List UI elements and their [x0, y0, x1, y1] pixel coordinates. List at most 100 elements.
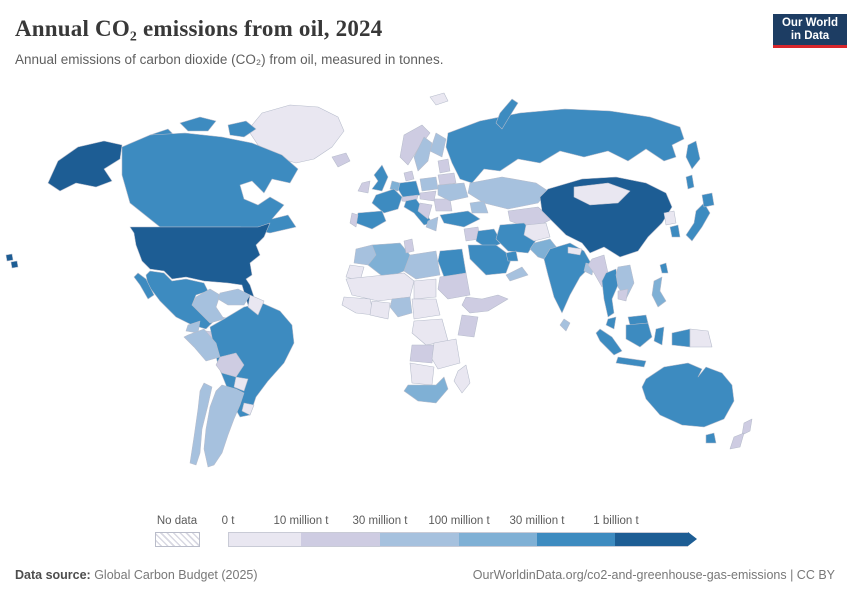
map-region-novaya-zemlya[interactable] [495, 98, 519, 130]
legend-arrow-icon[interactable] [688, 532, 697, 546]
map-region-sakhalin[interactable] [685, 174, 695, 190]
legend-no-data-swatch[interactable] [155, 532, 200, 547]
map-region-saudi-arabia[interactable] [467, 244, 513, 276]
map-region-namibia-botswana[interactable] [409, 362, 435, 386]
map-region-poland[interactable] [419, 176, 439, 192]
map-region-finland[interactable] [429, 132, 447, 158]
map-region-ghana-ivory[interactable] [369, 300, 391, 320]
map-region-gulf-states[interactable] [505, 250, 519, 262]
map-region-south-korea[interactable] [669, 224, 681, 238]
map-region-spain[interactable] [355, 210, 387, 230]
map-region-france[interactable] [371, 188, 403, 214]
map-region-hawaii[interactable] [5, 253, 14, 262]
owid-logo[interactable]: Our World in Data [773, 14, 847, 48]
map-region-tasmania[interactable] [705, 432, 717, 444]
legend-bucket-4[interactable] [537, 532, 615, 547]
map-region-chad[interactable] [413, 278, 437, 300]
map-countries [5, 92, 753, 468]
map-region-baja[interactable] [133, 272, 155, 300]
map-region-west-africa[interactable] [341, 296, 375, 316]
map-region-caucasus[interactable] [469, 200, 489, 214]
map-region-yemen-oman[interactable] [505, 266, 529, 282]
map-region-india[interactable] [543, 242, 593, 314]
map-region-zambia-mozambique[interactable] [431, 338, 461, 370]
map-region-greece[interactable] [425, 216, 439, 232]
map-region-ethiopia-horn[interactable] [461, 294, 509, 314]
map-region-philippines[interactable] [651, 276, 667, 308]
map-region-nz-south[interactable] [729, 432, 745, 450]
map-region-japan-hokkaido[interactable] [701, 192, 715, 208]
map-region-egypt[interactable] [437, 248, 467, 278]
legend-bucket-2[interactable] [380, 532, 459, 547]
map-region-mongolia[interactable] [573, 182, 631, 206]
legend-bucket-5[interactable] [615, 532, 688, 547]
map-region-hawaii-b[interactable] [10, 260, 19, 269]
map-region-papua-new-guinea[interactable] [689, 328, 713, 348]
legend-bucket-3[interactable] [459, 532, 537, 547]
map-region-north-korea[interactable] [663, 210, 677, 226]
attribution-link[interactable]: OurWorldinData.org/co2-and-greenhouse-ga… [472, 568, 835, 582]
map-region-cambodia[interactable] [617, 288, 629, 302]
map-region-malaysia-peninsula[interactable] [605, 316, 617, 330]
map-region-nigeria[interactable] [389, 296, 413, 318]
map-region-australia[interactable] [641, 362, 735, 428]
map-region-romania[interactable] [433, 198, 453, 212]
map-region-uruguay[interactable] [241, 402, 255, 416]
map-region-china[interactable] [539, 176, 673, 258]
map-region-tunisia[interactable] [403, 238, 415, 254]
map-region-java[interactable] [615, 356, 647, 368]
map-region-svalbard[interactable] [429, 92, 449, 106]
map-region-portugal[interactable] [349, 212, 359, 228]
map-region-chile[interactable] [189, 382, 213, 466]
map-region-benelux[interactable] [389, 180, 401, 192]
map-region-russia[interactable] [445, 108, 685, 184]
map-region-ireland[interactable] [357, 180, 371, 194]
map-region-uk[interactable] [371, 164, 389, 192]
world-map [5, 92, 753, 468]
map-region-canada-arctic-a[interactable] [179, 116, 217, 132]
map-region-thailand[interactable] [601, 268, 619, 318]
map-region-paraguay[interactable] [233, 376, 249, 392]
map-region-libya[interactable] [403, 250, 441, 280]
map-region-usa[interactable] [129, 222, 271, 306]
map-region-sweden[interactable] [413, 136, 433, 172]
map-region-baltics[interactable] [437, 158, 451, 174]
map-region-sri-lanka[interactable] [559, 318, 571, 332]
legend-bucket-1[interactable] [301, 532, 380, 547]
map-region-sumatra[interactable] [595, 328, 623, 356]
map-region-kenya-tanzania[interactable] [457, 314, 479, 338]
map-region-japan[interactable] [685, 202, 711, 242]
map-region-cameroon-car[interactable] [411, 298, 441, 320]
map-region-peru[interactable] [183, 328, 221, 362]
map-region-sulawesi[interactable] [653, 326, 665, 346]
map-region-madagascar[interactable] [453, 364, 471, 394]
map-region-borneo[interactable] [625, 322, 653, 348]
map-region-nepal[interactable] [567, 246, 583, 256]
map-region-iceland[interactable] [331, 152, 351, 168]
map-region-turkey[interactable] [439, 210, 481, 228]
map-region-angola[interactable] [409, 344, 435, 364]
map-region-drc[interactable] [411, 318, 449, 346]
map-region-kamchatka[interactable] [685, 140, 701, 170]
map-region-sudan[interactable] [437, 272, 471, 300]
data-source-label: Data source: [15, 568, 91, 582]
map-region-ukraine[interactable] [437, 182, 469, 202]
legend-bucket-0[interactable] [228, 532, 301, 547]
map-region-argentina[interactable] [203, 384, 245, 468]
map-region-denmark[interactable] [403, 170, 415, 182]
map-region-afghanistan[interactable] [523, 222, 551, 242]
map-region-papua-west[interactable] [671, 328, 691, 348]
map-region-guyanas[interactable] [247, 294, 265, 316]
map-region-taiwan[interactable] [659, 262, 669, 274]
footer: Data source: Global Carbon Budget (2025)… [15, 568, 835, 582]
map-region-belarus[interactable] [437, 172, 457, 186]
map-region-kazakhstan[interactable] [467, 176, 549, 210]
map-region-south-africa[interactable] [403, 376, 449, 404]
map-region-venezuela[interactable] [217, 288, 251, 306]
map-region-alaska[interactable] [47, 140, 123, 192]
map-region-czech-hungary[interactable] [419, 190, 437, 202]
map-region-colombia[interactable] [191, 288, 225, 324]
map-region-canada-arctic-b[interactable] [227, 120, 257, 138]
map-region-nz-north[interactable] [741, 418, 753, 436]
map-region-balkans[interactable] [417, 202, 433, 220]
